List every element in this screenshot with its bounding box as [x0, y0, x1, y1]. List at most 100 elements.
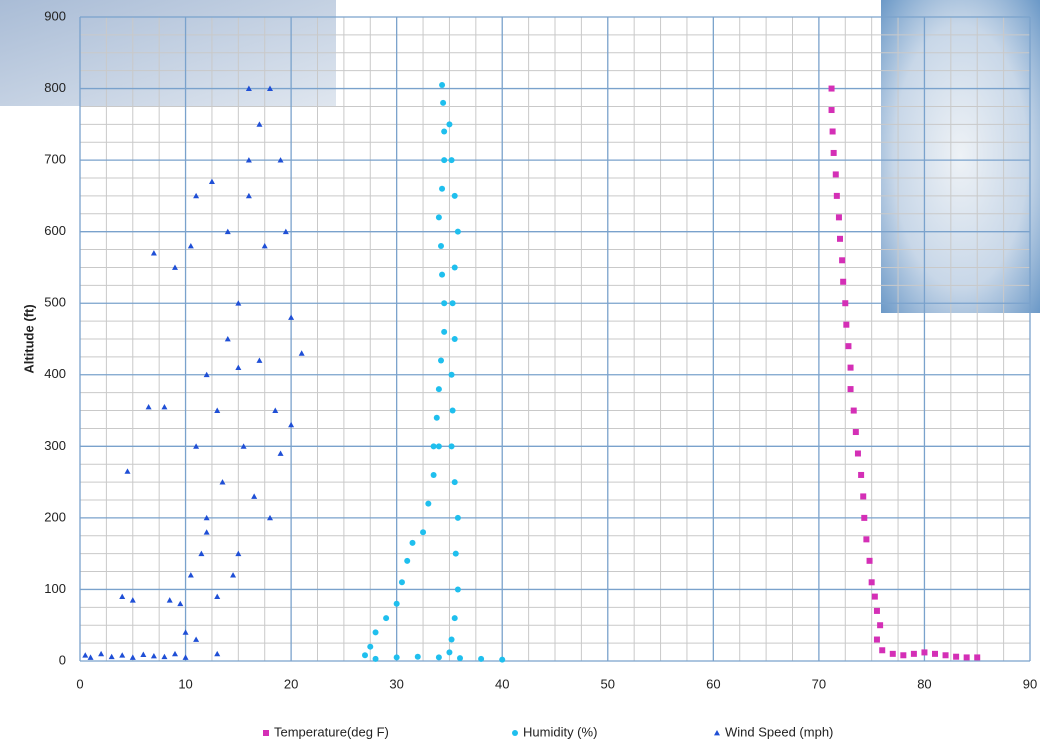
data-point — [219, 479, 226, 485]
data-point — [267, 514, 273, 521]
data-point — [839, 257, 846, 264]
data-point — [454, 228, 461, 235]
data-point — [398, 579, 405, 586]
data-point — [251, 493, 258, 499]
legend-marker — [512, 730, 518, 736]
data-point — [942, 652, 949, 659]
background-image — [881, 0, 1040, 313]
data-point — [921, 649, 928, 656]
data-point — [82, 652, 89, 658]
data-point — [873, 636, 880, 643]
data-point — [858, 471, 865, 478]
data-point — [193, 192, 200, 199]
data-point — [873, 607, 880, 614]
data-point — [235, 550, 242, 557]
data-point — [203, 529, 210, 535]
data-point — [277, 157, 284, 163]
data-point — [383, 615, 390, 622]
data-point — [150, 250, 157, 256]
data-point — [372, 655, 379, 662]
legend-marker — [714, 730, 720, 736]
data-point — [441, 157, 448, 164]
y-tick-label: 300 — [44, 438, 66, 453]
data-point — [828, 107, 835, 114]
data-point — [439, 271, 446, 278]
data-point — [845, 343, 852, 350]
data-point — [430, 443, 437, 450]
data-point — [235, 300, 242, 306]
data-point — [832, 171, 839, 178]
x-tick-label: 10 — [178, 676, 192, 691]
data-point — [435, 654, 442, 661]
data-point — [172, 264, 178, 270]
data-point — [198, 550, 205, 557]
data-point — [182, 654, 189, 660]
data-point — [454, 514, 461, 521]
y-tick-label: 200 — [44, 509, 66, 524]
data-point — [478, 655, 485, 662]
y-tick-label: 400 — [44, 366, 66, 381]
data-point — [298, 350, 305, 356]
data-point — [446, 121, 453, 128]
data-point — [953, 653, 960, 660]
data-point — [438, 242, 444, 249]
data-point — [277, 450, 284, 456]
data-point — [840, 278, 847, 285]
y-tick-label: 700 — [44, 152, 66, 167]
x-tick-label: 60 — [706, 676, 720, 691]
data-point — [235, 364, 242, 371]
data-point — [451, 264, 458, 271]
data-point — [871, 593, 878, 600]
data-point — [367, 643, 374, 650]
data-point — [877, 622, 884, 629]
legend-label: Humidity (%) — [523, 724, 597, 739]
data-point — [214, 593, 221, 599]
data-point — [441, 128, 448, 135]
data-point — [932, 650, 938, 657]
data-point — [240, 443, 247, 449]
data-point — [420, 529, 427, 536]
data-point — [448, 636, 455, 643]
data-point — [245, 85, 252, 91]
data-point — [282, 228, 289, 235]
data-point — [866, 557, 873, 564]
data-point — [451, 336, 458, 342]
data-point — [879, 647, 886, 654]
data-point — [449, 300, 456, 307]
data-point — [835, 214, 842, 221]
data-point — [861, 514, 868, 521]
data-point — [830, 149, 837, 156]
data-point — [267, 85, 273, 91]
legend-label: Temperature(deg F) — [274, 724, 389, 739]
data-point — [448, 371, 455, 378]
data-point — [288, 314, 295, 320]
data-point — [451, 615, 458, 622]
data-point — [435, 386, 442, 393]
data-point — [288, 421, 295, 428]
data-point — [451, 479, 458, 486]
data-point — [974, 654, 981, 661]
data-point — [829, 128, 836, 135]
data-point — [150, 652, 157, 659]
data-point — [140, 651, 147, 657]
x-tick-label: 30 — [389, 676, 403, 691]
data-point — [108, 653, 115, 660]
data-point — [448, 443, 455, 450]
y-tick-label: 0 — [59, 652, 66, 667]
data-point — [214, 650, 221, 657]
data-point — [119, 652, 126, 658]
data-point — [439, 81, 446, 88]
data-point — [430, 471, 437, 478]
x-tick-label: 80 — [917, 676, 931, 691]
data-point — [245, 192, 252, 199]
data-point — [441, 300, 448, 307]
data-point — [393, 600, 400, 607]
data-point — [435, 214, 442, 221]
data-point — [172, 650, 178, 657]
data-point — [404, 557, 411, 564]
data-point — [833, 192, 840, 199]
data-point — [203, 514, 210, 521]
data-point — [449, 407, 456, 414]
data-point — [868, 579, 875, 586]
y-tick-label: 900 — [44, 8, 66, 23]
